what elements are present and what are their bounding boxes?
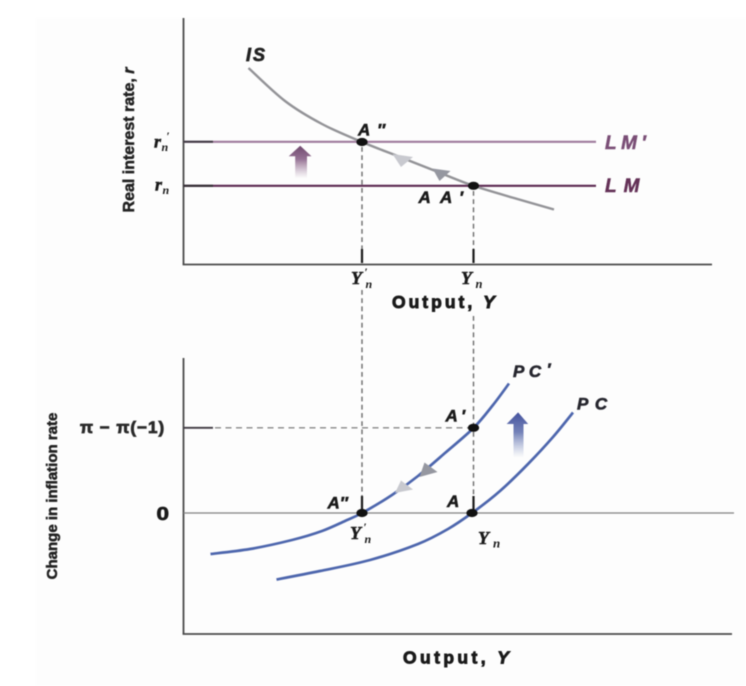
svg-text:Real interest rate, r: Real interest rate, r <box>121 67 138 213</box>
svg-text:″: ″ <box>377 121 386 140</box>
svg-text:′: ′ <box>167 129 170 143</box>
svg-text:π − π(−1): π − π(−1) <box>80 418 165 437</box>
svg-text:Y: Y <box>478 528 491 548</box>
svg-text:′: ′ <box>364 520 367 534</box>
svg-text:n: n <box>162 140 169 154</box>
svg-text:Output, Y: Output, Y <box>403 648 512 668</box>
svg-text:LM: LM <box>605 176 646 197</box>
svg-text:r: r <box>155 175 163 195</box>
svg-text:′: ′ <box>365 265 368 279</box>
svg-text:A″: A″ <box>327 494 349 513</box>
svg-text:0: 0 <box>157 504 170 524</box>
svg-text:Y: Y <box>461 268 474 288</box>
svg-text:′: ′ <box>547 360 552 379</box>
svg-text:A: A <box>445 407 458 426</box>
svg-text:A: A <box>439 188 452 207</box>
svg-text:A: A <box>357 121 370 140</box>
svg-text:n: n <box>163 183 170 197</box>
svg-text:n: n <box>366 277 373 291</box>
svg-text:′: ′ <box>461 407 466 426</box>
svg-text:A: A <box>418 188 431 207</box>
svg-text:PC: PC <box>577 395 614 414</box>
svg-text:n: n <box>476 277 483 291</box>
svg-text:n: n <box>365 532 372 546</box>
svg-text:Y: Y <box>350 523 363 543</box>
svg-text:Y: Y <box>351 268 364 288</box>
svg-text:Change in inflation rate: Change in inflation rate <box>44 413 61 580</box>
svg-text:PC: PC <box>513 362 546 381</box>
svg-text:LM′: LM′ <box>605 133 651 154</box>
svg-text:′: ′ <box>459 188 464 207</box>
svg-text:r: r <box>154 132 162 152</box>
svg-text:n: n <box>493 536 500 551</box>
svg-text:Output, Y: Output, Y <box>392 292 498 312</box>
svg-text:IS: IS <box>246 45 267 65</box>
svg-text:A: A <box>446 492 459 511</box>
